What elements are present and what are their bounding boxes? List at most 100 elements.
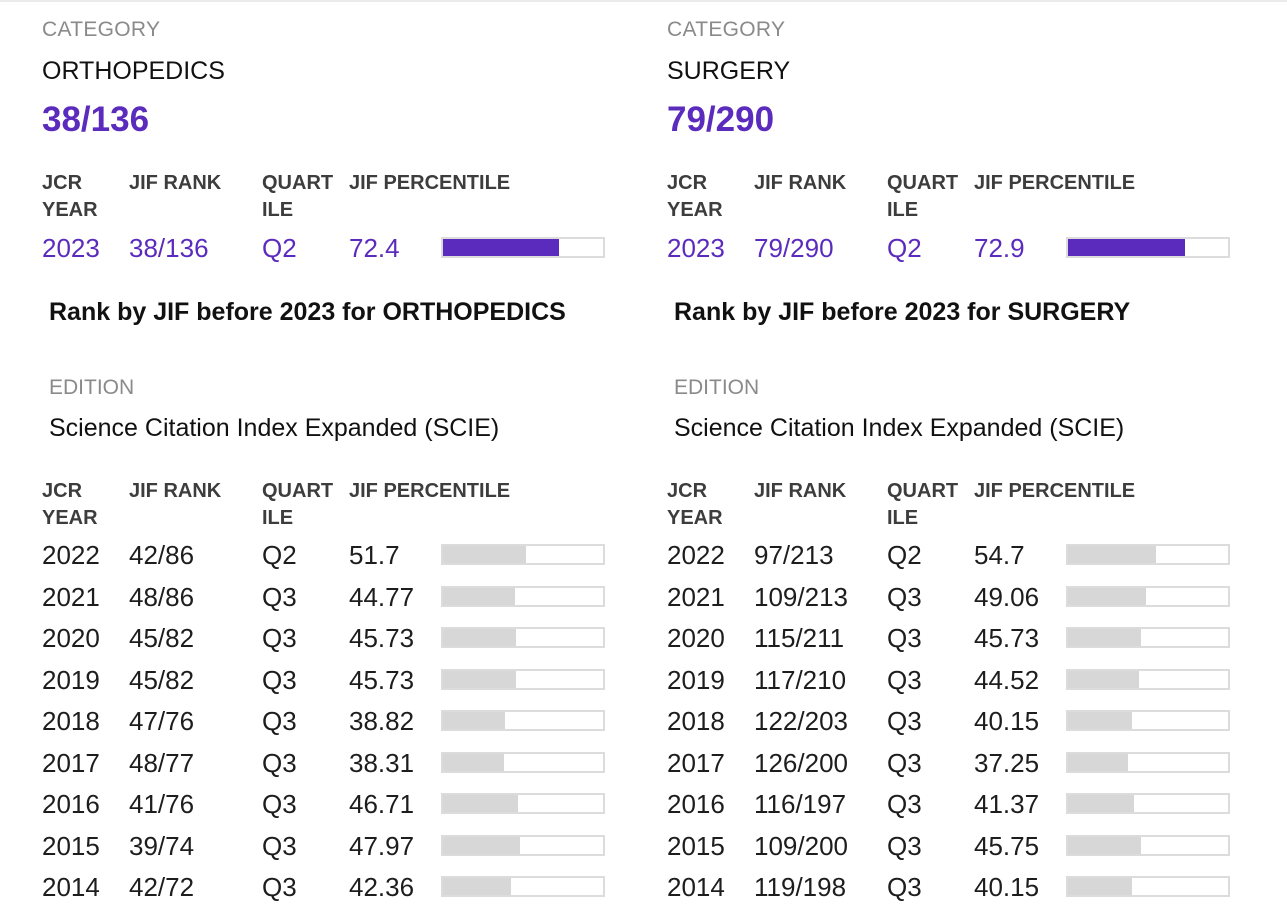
header-jif-percentile: JIF PERCENTILE — [974, 172, 1136, 194]
row-percentile: 47.97 — [349, 830, 415, 861]
row-rank: 42/72 — [129, 872, 195, 902]
row-percentile: 45.73 — [349, 664, 415, 695]
history-row: 2018 47/76 Q3 38.82 — [42, 706, 642, 742]
row-quartile: Q2 — [262, 233, 297, 263]
percentile-bar — [441, 751, 605, 773]
row-year: 2023 — [42, 233, 100, 263]
row-rank: 116/197 — [754, 789, 847, 819]
percentile-bar — [441, 710, 605, 731]
history-row: 2022 42/86 Q2 51.7 — [42, 540, 642, 576]
row-rank: 38/136 — [129, 233, 209, 263]
history-row: 2022 97/213 Q2 54.7 — [667, 540, 1267, 576]
row-quartile: Q3 — [262, 830, 297, 861]
category-name[interactable]: SURGERY — [667, 57, 791, 85]
percentile-bar-fill — [1068, 795, 1135, 812]
percentile-bar-fill — [1068, 836, 1142, 854]
category-name[interactable]: ORTHOPEDICS — [42, 57, 225, 85]
percentile-bar-fill — [1068, 753, 1128, 771]
row-rank: 47/76 — [129, 706, 195, 736]
percentile-bar-fill — [1068, 239, 1185, 256]
row-quartile: Q3 — [887, 706, 922, 736]
percentile-bar-fill — [443, 753, 505, 771]
row-percentile: 45.73 — [974, 623, 1040, 653]
percentile-bar — [1066, 876, 1230, 897]
row-quartile: Q3 — [887, 747, 922, 778]
row-year: 2020 — [667, 623, 725, 653]
row-percentile: 46.71 — [349, 789, 415, 819]
header-jcr-year: JCR YEAR — [42, 172, 98, 221]
history-row: 2014 119/198 Q3 40.15 — [667, 872, 1267, 908]
row-quartile: Q3 — [262, 706, 297, 736]
row-quartile: Q3 — [887, 789, 922, 819]
row-year: 2014 — [667, 872, 725, 902]
current-year-row: 2023 38/136 Q2 72.4 — [42, 233, 642, 269]
row-rank: 45/82 — [129, 623, 195, 653]
row-rank: 48/86 — [129, 581, 195, 612]
row-quartile: Q3 — [887, 830, 922, 861]
percentile-bar — [1066, 793, 1230, 814]
history-row: 2016 116/197 Q3 41.37 — [667, 789, 1267, 825]
row-percentile: 44.52 — [974, 664, 1040, 695]
history-row: 2019 117/210 Q3 44.52 — [667, 665, 1267, 701]
header-jif-percentile: JIF PERCENTILE — [349, 480, 511, 502]
percentile-bar — [441, 876, 605, 897]
history-title: Rank by JIF before 2023 for SURGERY — [674, 298, 1131, 326]
row-quartile: Q3 — [887, 664, 922, 695]
row-year: 2017 — [42, 747, 100, 778]
row-quartile: Q3 — [887, 623, 922, 653]
percentile-bar — [441, 544, 605, 565]
history-row: 2014 42/72 Q3 42.36 — [42, 872, 642, 908]
history-row: 2016 41/76 Q3 46.71 — [42, 789, 642, 825]
percentile-bar-fill — [1068, 878, 1133, 895]
percentile-bar-fill — [443, 836, 520, 854]
percentile-bar — [1066, 544, 1230, 565]
history-row: 2017 48/77 Q3 38.31 — [42, 748, 642, 784]
row-year: 2021 — [667, 581, 725, 612]
header-quartile: QUART ILE — [262, 480, 334, 529]
percentile-bar — [1066, 834, 1230, 856]
percentile-bar — [441, 627, 605, 648]
row-year: 2018 — [42, 706, 100, 736]
history-row: 2021 48/86 Q3 44.77 — [42, 582, 642, 618]
header-jif-rank: JIF RANK — [129, 480, 222, 502]
header-jif-rank: JIF RANK — [754, 172, 847, 194]
row-quartile: Q3 — [262, 581, 297, 612]
row-year: 2019 — [42, 664, 100, 695]
row-percentile: 38.82 — [349, 706, 415, 736]
percentile-bar — [1066, 237, 1230, 258]
percentile-bar — [1066, 751, 1230, 773]
category-label: CATEGORY — [667, 18, 786, 41]
history-row: 2015 39/74 Q3 47.97 — [42, 831, 642, 867]
history-row: 2020 45/82 Q3 45.73 — [42, 623, 642, 659]
row-rank: 97/213 — [754, 540, 834, 570]
row-percentile: 37.25 — [974, 747, 1040, 778]
percentile-bar-fill — [1068, 587, 1147, 605]
row-year: 2016 — [42, 789, 100, 819]
row-year: 2015 — [42, 830, 100, 861]
header-jcr-year: JCR YEAR — [667, 480, 723, 529]
percentile-bar — [1066, 585, 1230, 607]
history-row: 2020 115/211 Q3 45.73 — [667, 623, 1267, 659]
percentile-bar — [441, 237, 605, 258]
row-percentile: 40.15 — [974, 706, 1040, 736]
row-year: 2018 — [667, 706, 725, 736]
row-year: 2017 — [667, 747, 725, 778]
row-percentile: 72.9 — [974, 233, 1025, 263]
percentile-bar-fill — [443, 712, 506, 729]
row-rank: 119/198 — [754, 872, 847, 902]
history-row: 2021 109/213 Q3 49.06 — [667, 582, 1267, 618]
category-rank: 79/290 — [667, 100, 775, 139]
percentile-bar — [441, 793, 605, 814]
percentile-bar-fill — [443, 587, 515, 605]
row-quartile: Q3 — [887, 581, 922, 612]
row-quartile: Q2 — [887, 233, 922, 263]
row-rank: 122/203 — [754, 706, 848, 736]
percentile-bar — [1066, 627, 1230, 648]
header-jif-percentile: JIF PERCENTILE — [349, 172, 511, 194]
edition-value: Science Citation Index Expanded (SCIE) — [49, 414, 500, 442]
row-rank: 117/210 — [754, 664, 847, 695]
history-row: 2017 126/200 Q3 37.25 — [667, 748, 1267, 784]
percentile-bar-fill — [443, 795, 518, 812]
row-percentile: 54.7 — [974, 540, 1025, 570]
row-rank: 115/211 — [754, 623, 845, 653]
